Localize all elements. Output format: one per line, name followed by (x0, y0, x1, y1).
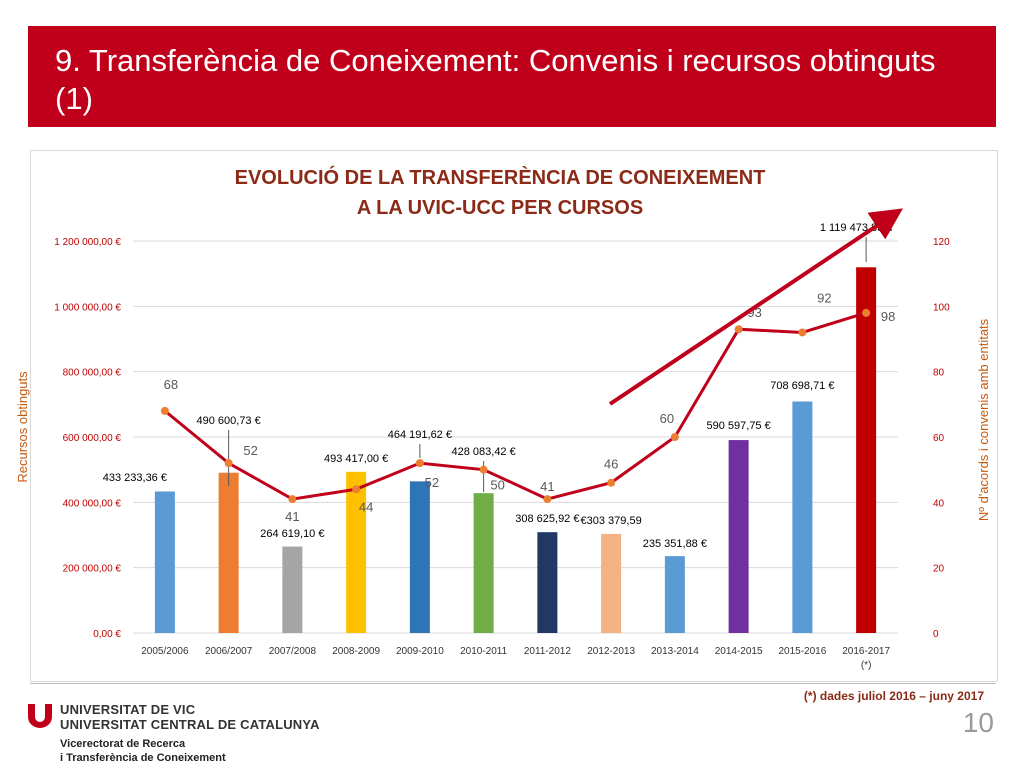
bar-value-label: 490 600,73 € (197, 415, 261, 427)
convenis-marker (543, 495, 552, 504)
x-tick-label: 2009-2010 (396, 646, 444, 657)
y2-tick-label: 0 (933, 629, 939, 640)
x-tick-label: 2006/2007 (205, 646, 253, 657)
bar (218, 472, 239, 633)
slide-title: 9. Transferència de Coneixement: Conveni… (55, 43, 936, 116)
x-tick-label: 2012-2013 (587, 646, 635, 657)
page-number: 10 (962, 707, 994, 738)
convenis-marker (415, 459, 424, 468)
bar-value-label: 308 625,92 € (515, 513, 579, 525)
convenis-marker (288, 495, 297, 504)
convenis-label: 68 (164, 377, 178, 392)
convenis-line (163, 311, 867, 501)
bar-value-label: 464 191,62 € (388, 429, 452, 441)
bar-value-label: 428 083,42 € (452, 446, 516, 458)
convenis-label: 98 (881, 309, 895, 324)
y2-axis-title: Nº d'acords i convenis amb entitats (976, 318, 991, 521)
bar-value-label: 590 597,75 € (707, 420, 771, 432)
vicerectorat-line1: Vicerectorat de Recerca (60, 738, 186, 750)
convenis-marker (670, 433, 679, 441)
y-tick-label: 400 000,00 € (63, 498, 122, 509)
bar (728, 440, 749, 633)
divider (30, 683, 996, 684)
x-tick-label: 2007/2008 (269, 646, 317, 657)
x-tick-label: 2010-2011 (460, 646, 508, 657)
y2-tick-label: 40 (933, 498, 945, 509)
y-tick-label: 1 200 000,00 € (54, 237, 121, 248)
bar (154, 491, 175, 633)
title-bar: 9. Transferència de Coneixement: Conveni… (28, 26, 996, 127)
bar (282, 546, 303, 633)
bar-value-label: 708 698,71 € (770, 380, 834, 392)
convenis-marker (607, 478, 616, 487)
bar-value-label: 433 233,36 € (103, 472, 167, 484)
bar (856, 267, 877, 633)
bar (473, 493, 494, 633)
convenis-label: 60 (660, 411, 674, 426)
bar (346, 471, 367, 633)
vicerectorat-line2: i Transferència de Coneixement (60, 752, 226, 764)
university-name-line1: UNIVERSITAT DE VIC (60, 702, 196, 717)
y-axis-title: Recursos obtinguts (15, 371, 30, 483)
bar (537, 532, 558, 633)
x-tick-label: 2014-2015 (715, 646, 763, 657)
chart-title-line1: EVOLUCIÓ DE LA TRANSFERÈNCIA DE CONEIXEM… (234, 167, 766, 189)
footnote: (*) dades juliol 2016 – juny 2017 (803, 689, 984, 703)
convenis-label: 44 (359, 499, 373, 514)
university-name-line2: UNIVERSITAT CENTRAL DE CATALUNYA (60, 717, 320, 732)
y2-tick-label: 100 (933, 302, 950, 313)
convenis-marker (352, 485, 361, 494)
convenis-label: 92 (817, 290, 831, 305)
convenis-label: 52 (243, 443, 257, 458)
bar-value-label: 264 619,10 € (260, 528, 324, 540)
x-tick-label: 2016-2017 (*) (842, 646, 890, 671)
y2-tick-label: 80 (933, 368, 945, 379)
y-tick-label: 600 000,00 € (63, 433, 122, 444)
bar-value-label: 235 351,88 € (643, 538, 707, 550)
trend-arrow (608, 208, 903, 406)
convenis-marker (798, 328, 807, 337)
bar (409, 481, 430, 633)
y2-tick-label: 120 (933, 237, 950, 248)
y-tick-label: 0,00 € (93, 629, 121, 640)
x-tick-label: 2011-2012 (524, 646, 572, 657)
convenis-marker (734, 325, 743, 334)
x-tick-label: 2008-2009 (332, 646, 380, 657)
x-tick-label: 2015-2016 (778, 646, 826, 657)
y-tick-label: 1 000 000,00 € (54, 302, 121, 313)
chart-frame (30, 150, 998, 682)
convenis-marker (479, 465, 488, 474)
bar-value-label: 493 417,00 € (324, 453, 388, 465)
x-tick-label: 2013-2014 (651, 646, 699, 657)
y-tick-label: 200 000,00 € (63, 564, 122, 575)
x-tick-label: 2005/2006 (141, 646, 189, 657)
y2-tick-label: 60 (933, 433, 945, 444)
convenis-label: 52 (425, 475, 439, 490)
convenis-marker (862, 308, 871, 317)
convenis-label: 46 (604, 457, 618, 472)
convenis-label: 50 (490, 478, 504, 493)
y-tick-label: 800 000,00 € (63, 368, 122, 379)
convenis-label: 41 (540, 479, 554, 494)
convenis-marker (224, 459, 233, 468)
bar (601, 533, 622, 633)
bar (664, 556, 685, 633)
y2-tick-label: 20 (933, 564, 945, 575)
bar-value-label: €303 379,59 (581, 515, 642, 527)
convenis-label: 41 (285, 509, 299, 524)
convenis-marker (160, 406, 169, 415)
chart-title-line2: A LA UVIC-UCC PER CURSOS (356, 197, 644, 219)
university-logo-icon (28, 704, 52, 728)
bar (792, 401, 813, 633)
